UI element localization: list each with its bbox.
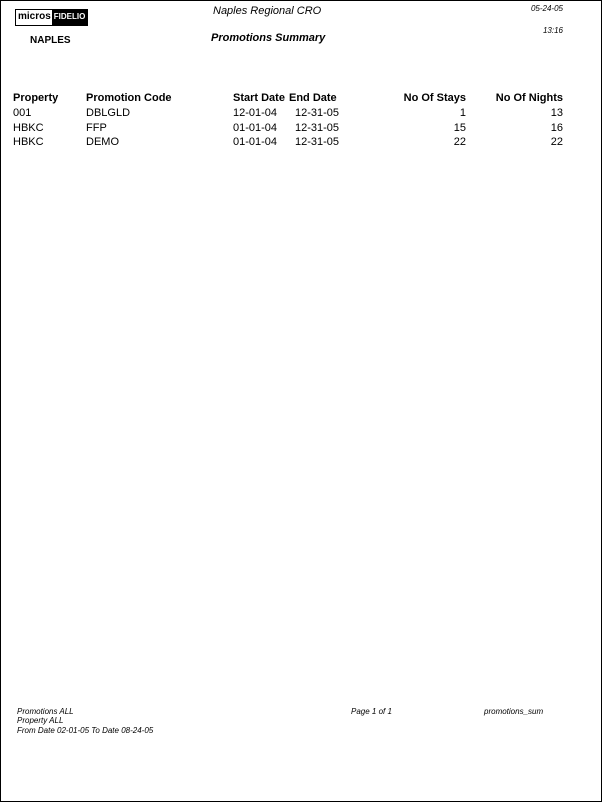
cell-promotion-code: FFP [86,121,107,134]
col-property: Property [13,92,59,104]
cell-end-date: 12-31-05 [294,136,339,148]
col-end-date: End Date [289,92,337,104]
filter-promotions: Promotions ALL [17,707,74,716]
org-name: Naples Regional CRO [213,5,322,17]
cell-no-of-stays: 15 [453,121,466,134]
col-start-date: Start Date [233,92,285,104]
report-name: promotions_sum [484,707,544,716]
report-time: 13:16 [542,26,563,35]
col-promotion-code: Promotion Code [86,92,172,104]
cell-end-date: 12-31-05 [294,121,339,134]
cell-property: 001 [13,107,32,119]
cell-end-date: 12-31-05 [294,107,339,119]
cell-start-date: 01-01-04 [233,136,278,148]
col-no-of-nights: No Of Nights [495,92,563,104]
logo-right: FIDELIO [51,10,88,25]
report-date: 05-24-05 [530,4,563,13]
property-name: NAPLES [30,35,71,46]
cell-promotion-code: DEMO [86,136,119,148]
cell-property: HBKC [13,136,44,148]
micros-fidelio-logo: micros FIDELIO [15,9,89,26]
cell-no-of-nights: 22 [550,136,563,148]
logo-left: micros [16,10,52,25]
filter-property: Property ALL [17,716,64,725]
col-no-of-stays: No Of Stays [403,92,466,104]
cell-property: HBKC [13,121,44,134]
cell-no-of-nights: 16 [550,121,563,134]
cell-start-date: 01-01-04 [233,121,278,134]
cell-no-of-stays: 1 [459,107,466,119]
cell-no-of-nights: 13 [550,107,563,119]
cell-no-of-stays: 22 [453,136,466,148]
filter-dates: From Date 02-01-05 To Date 08-24-05 [17,726,154,735]
cell-promotion-code: DBLGLD [86,107,131,119]
page-number: Page 1 of 1 [351,707,392,716]
cell-start-date: 12-01-04 [233,107,278,119]
report-title: Promotions Summary [211,32,326,44]
